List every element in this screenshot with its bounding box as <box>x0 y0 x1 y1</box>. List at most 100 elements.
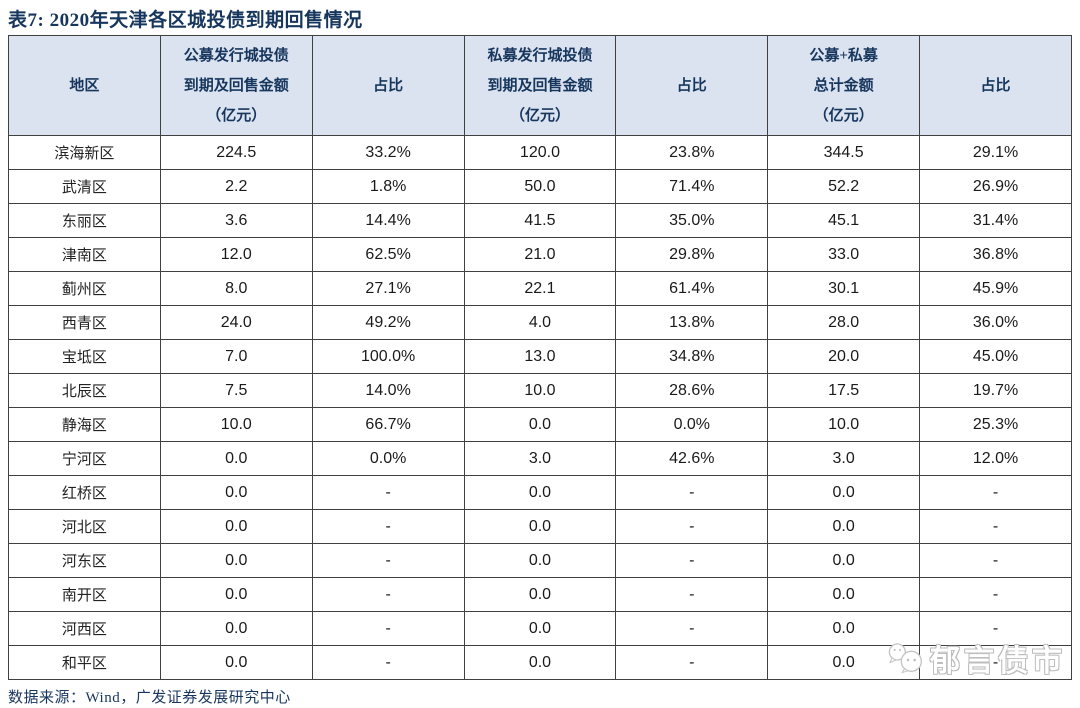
total-amount-cell: 0.0 <box>767 509 921 544</box>
public-amount-cell: 224.5 <box>159 135 313 170</box>
public-share-cell: 1.8% <box>311 169 465 204</box>
region-cell: 静海区 <box>8 407 161 442</box>
column-header-public-share: 占比 <box>311 35 465 136</box>
table-row: 红桥区 0.0 - 0.0 - 0.0 - <box>8 475 1072 510</box>
public-share-cell: 62.5% <box>311 237 465 272</box>
table-header: 地区 公募发行城投债 到期及回售金额 （亿元） 占比 私募发行城投债 到期及回售… <box>8 35 1072 136</box>
region-cell: 东丽区 <box>8 203 161 238</box>
table-row: 河西区 0.0 - 0.0 - 0.0 - <box>8 611 1072 646</box>
total-share-cell: 12.0% <box>919 441 1072 476</box>
public-share-cell: - <box>311 509 465 544</box>
table-row: 宁河区 0.0 0.0% 3.0 42.6% 3.0 12.0% <box>8 441 1072 476</box>
region-cell: 武清区 <box>8 169 161 204</box>
public-share-cell: 0.0% <box>311 441 465 476</box>
total-amount-cell: 0.0 <box>767 543 921 578</box>
public-amount-cell: 12.0 <box>159 237 313 272</box>
table-row: 蓟州区 8.0 27.1% 22.1 61.4% 30.1 45.9% <box>8 271 1072 306</box>
column-header-total-amount: 公募+私募 总计金额 （亿元） <box>767 35 921 136</box>
private-amount-cell: 10.0 <box>463 373 617 408</box>
private-share-cell: - <box>615 645 769 680</box>
total-amount-cell: 3.0 <box>767 441 921 476</box>
public-amount-cell: 24.0 <box>159 305 313 340</box>
total-share-cell: 29.1% <box>919 135 1072 170</box>
table-row: 武清区 2.2 1.8% 50.0 71.4% 52.2 26.9% <box>8 169 1072 204</box>
page-title: 表7: 2020年天津各区城投债到期回售情况 <box>8 10 363 31</box>
total-amount-cell: 30.1 <box>767 271 921 306</box>
watermark-text: 郁言债市 <box>930 645 1066 678</box>
column-header-public-amount: 公募发行城投债 到期及回售金额 （亿元） <box>159 35 313 136</box>
total-share-cell: 36.0% <box>919 305 1072 340</box>
total-amount-cell: 344.5 <box>767 135 921 170</box>
column-header-region: 地区 <box>8 35 161 136</box>
public-amount-cell: 7.5 <box>159 373 313 408</box>
private-amount-cell: 50.0 <box>463 169 617 204</box>
private-share-cell: 71.4% <box>615 169 769 204</box>
public-share-cell: - <box>311 475 465 510</box>
total-share-cell: 45.0% <box>919 339 1072 374</box>
private-share-cell: 42.6% <box>615 441 769 476</box>
region-cell: 蓟州区 <box>8 271 161 306</box>
private-amount-cell: 21.0 <box>463 237 617 272</box>
total-share-cell: 26.9% <box>919 169 1072 204</box>
public-amount-cell: 0.0 <box>159 611 313 646</box>
total-share-cell: - <box>919 543 1072 578</box>
public-amount-cell: 0.0 <box>159 645 313 680</box>
total-amount-cell: 33.0 <box>767 237 921 272</box>
total-share-cell: 45.9% <box>919 271 1072 306</box>
private-share-cell: 13.8% <box>615 305 769 340</box>
total-amount-cell: 0.0 <box>767 577 921 612</box>
public-share-cell: 14.4% <box>311 203 465 238</box>
private-share-cell: - <box>615 475 769 510</box>
private-share-cell: - <box>615 509 769 544</box>
private-amount-cell: 4.0 <box>463 305 617 340</box>
public-share-cell: - <box>311 645 465 680</box>
public-amount-cell: 2.2 <box>159 169 313 204</box>
region-cell: 滨海新区 <box>8 135 161 170</box>
total-amount-cell: 10.0 <box>767 407 921 442</box>
region-cell: 河东区 <box>8 543 161 578</box>
table-row: 北辰区 7.5 14.0% 10.0 28.6% 17.5 19.7% <box>8 373 1072 408</box>
public-amount-cell: 0.0 <box>159 475 313 510</box>
public-share-cell: 49.2% <box>311 305 465 340</box>
private-amount-cell: 0.0 <box>463 543 617 578</box>
region-cell: 红桥区 <box>8 475 161 510</box>
private-amount-cell: 0.0 <box>463 577 617 612</box>
table-row: 滨海新区 224.5 33.2% 120.0 23.8% 344.5 29.1% <box>8 135 1072 170</box>
total-share-cell: - <box>919 577 1072 612</box>
total-share-cell: - <box>919 509 1072 544</box>
public-amount-cell: 0.0 <box>159 509 313 544</box>
total-share-cell: 31.4% <box>919 203 1072 238</box>
total-amount-cell: 52.2 <box>767 169 921 204</box>
wechat-bubbles-icon <box>888 643 922 674</box>
column-header-private-share: 占比 <box>615 35 769 136</box>
private-share-cell: 61.4% <box>615 271 769 306</box>
total-amount-cell: 0.0 <box>767 475 921 510</box>
column-header-private-amount: 私募发行城投债 到期及回售金额 （亿元） <box>463 35 617 136</box>
private-amount-cell: 0.0 <box>463 611 617 646</box>
public-amount-cell: 7.0 <box>159 339 313 374</box>
public-amount-cell: 10.0 <box>159 407 313 442</box>
data-source: 数据来源：Wind，广发证券发展研究中心 <box>8 690 291 706</box>
private-share-cell: 34.8% <box>615 339 769 374</box>
total-share-cell: 25.3% <box>919 407 1072 442</box>
public-share-cell: - <box>311 577 465 612</box>
total-share-cell: 19.7% <box>919 373 1072 408</box>
total-share-cell: - <box>919 611 1072 646</box>
private-amount-cell: 41.5 <box>463 203 617 238</box>
region-cell: 和平区 <box>8 645 161 680</box>
private-amount-cell: 0.0 <box>463 407 617 442</box>
total-share-cell: 36.8% <box>919 237 1072 272</box>
region-cell: 南开区 <box>8 577 161 612</box>
table-row: 河东区 0.0 - 0.0 - 0.0 - <box>8 543 1072 578</box>
table-row: 和平区 0.0 - 0.0 - 0.0 - <box>8 645 1072 680</box>
column-header-total-share: 占比 <box>919 35 1072 136</box>
public-share-cell: 100.0% <box>311 339 465 374</box>
public-amount-cell: 3.6 <box>159 203 313 238</box>
table-row: 东丽区 3.6 14.4% 41.5 35.0% 45.1 31.4% <box>8 203 1072 238</box>
table-row: 西青区 24.0 49.2% 4.0 13.8% 28.0 36.0% <box>8 305 1072 340</box>
watermark: 郁言债市 <box>886 633 1066 683</box>
total-amount-cell: 45.1 <box>767 203 921 238</box>
private-amount-cell: 0.0 <box>463 509 617 544</box>
public-share-cell: - <box>311 611 465 646</box>
private-share-cell: - <box>615 611 769 646</box>
